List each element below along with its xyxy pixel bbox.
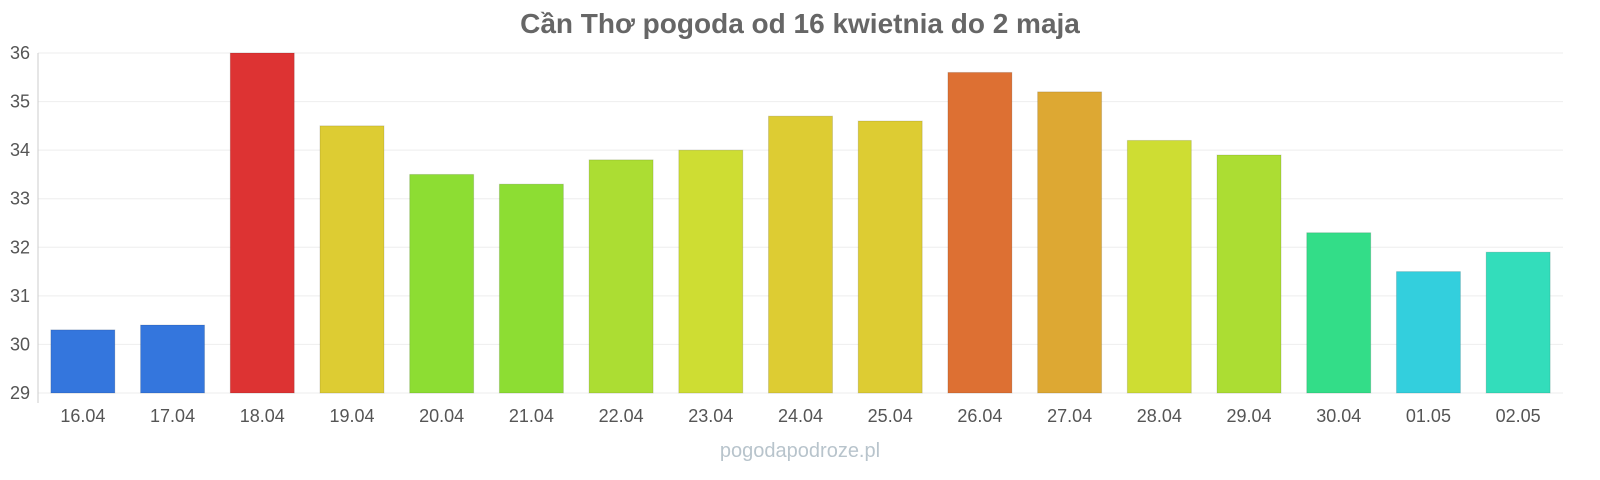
- x-tick-label: 20.04: [419, 406, 464, 426]
- bar: [140, 324, 206, 394]
- y-tick-label: 32: [10, 237, 30, 257]
- x-tick-label: 01.05: [1406, 406, 1451, 426]
- x-tick-label: 26.04: [957, 406, 1002, 426]
- x-tick-label: 19.04: [329, 406, 374, 426]
- bar: [50, 329, 116, 394]
- bar: [1395, 271, 1461, 394]
- bar: [857, 120, 923, 394]
- bar: [1485, 251, 1551, 394]
- bar: [319, 125, 385, 394]
- x-tick-label: 02.05: [1496, 406, 1541, 426]
- x-tick-label: 25.04: [868, 406, 913, 426]
- bar: [1306, 232, 1372, 394]
- x-tick-label: 18.04: [240, 406, 285, 426]
- y-tick-label: 35: [10, 92, 30, 112]
- bar: [1216, 154, 1282, 394]
- x-tick-label: 23.04: [688, 406, 733, 426]
- bar: [409, 173, 475, 394]
- bar: [498, 183, 564, 394]
- bar: [588, 159, 654, 394]
- y-tick-label: 33: [10, 189, 30, 209]
- y-tick-label: 30: [10, 334, 30, 354]
- y-tick-label: 31: [10, 286, 30, 306]
- bar: [768, 115, 833, 394]
- bar: [229, 52, 295, 394]
- x-tick-label: 17.04: [150, 406, 195, 426]
- y-tick-label: 29: [10, 383, 30, 403]
- x-tick-label: 22.04: [599, 406, 644, 426]
- chart-title: Cần Thơ pogoda od 16 kwietnia do 2 maja: [520, 8, 1080, 39]
- x-tick-label: 30.04: [1316, 406, 1361, 426]
- x-tick-label: 29.04: [1227, 406, 1272, 426]
- bar: [1126, 139, 1192, 394]
- x-tick-label: 27.04: [1047, 406, 1092, 426]
- x-tick-label: 28.04: [1137, 406, 1182, 426]
- x-tick-label: 21.04: [509, 406, 554, 426]
- bar: [947, 71, 1013, 394]
- x-tick-label: 16.04: [60, 406, 105, 426]
- y-tick-label: 34: [10, 140, 30, 160]
- source-credit: pogodapodroze.pl: [719, 440, 881, 462]
- y-tick-label: 36: [10, 43, 30, 63]
- bar: [678, 149, 744, 394]
- x-tick-label: 24.04: [778, 406, 823, 426]
- bar: [1037, 91, 1103, 394]
